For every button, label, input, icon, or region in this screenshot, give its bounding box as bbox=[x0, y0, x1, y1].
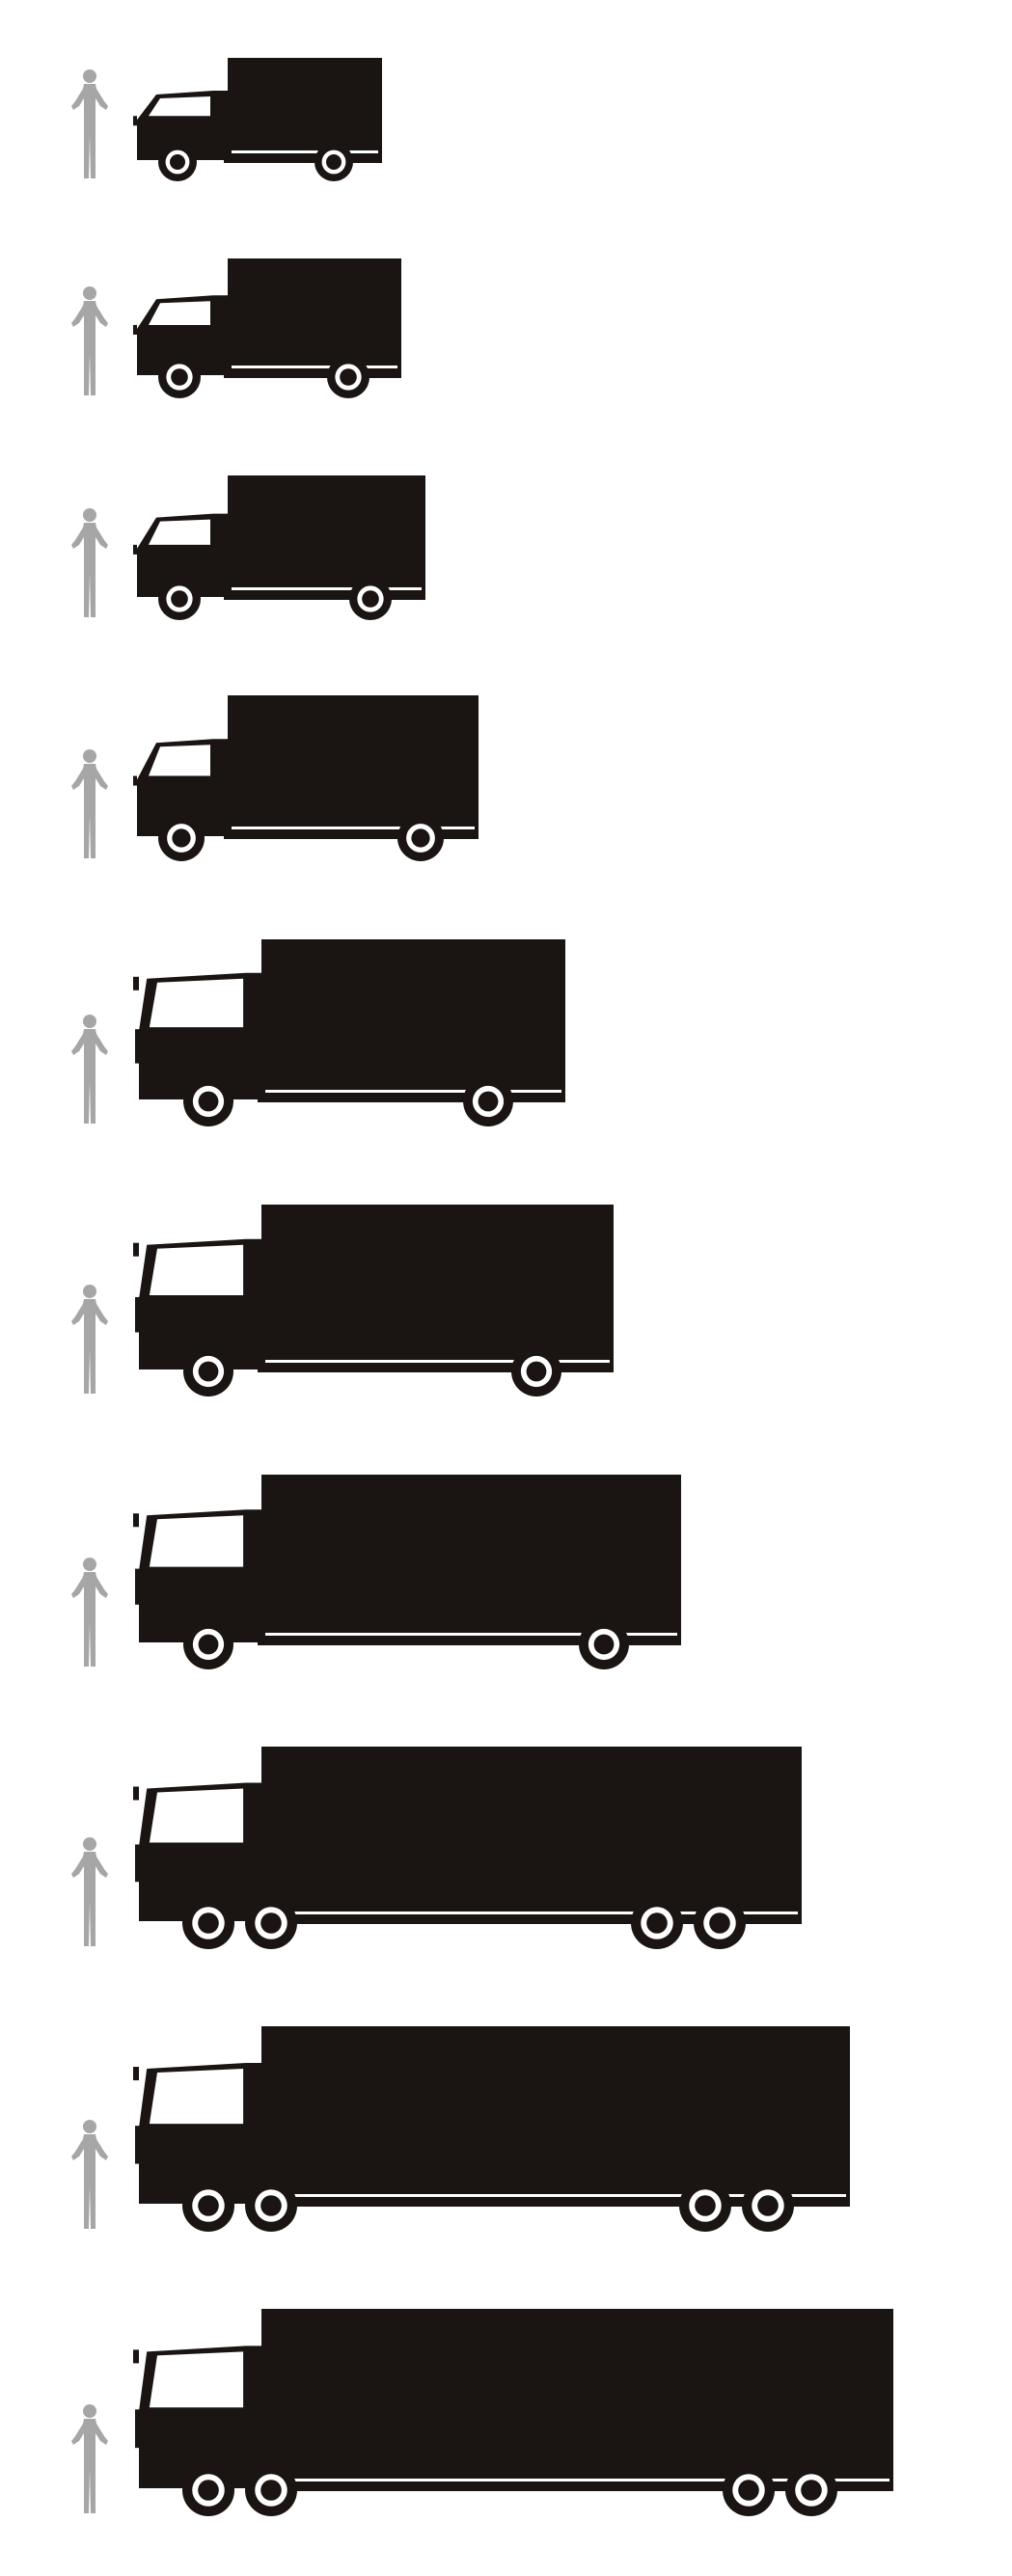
comparison-row bbox=[0, 222, 1012, 400]
person-icon bbox=[68, 1013, 112, 1128]
comparison-row bbox=[0, 19, 1012, 183]
truck-6-icon bbox=[131, 1196, 614, 1398]
comparison-row bbox=[0, 2272, 1012, 2518]
truck-4-icon bbox=[131, 690, 479, 863]
truck-2-icon bbox=[131, 251, 401, 400]
truck-5-icon bbox=[131, 931, 565, 1128]
person-icon bbox=[68, 2118, 112, 2234]
person-icon bbox=[68, 747, 112, 863]
comparison-row bbox=[0, 1990, 1012, 2234]
truck-8-icon bbox=[131, 1739, 802, 1951]
truck-3-icon bbox=[131, 468, 425, 622]
comparison-row bbox=[0, 1437, 1012, 1671]
comparison-row bbox=[0, 661, 1012, 863]
person-icon bbox=[68, 285, 112, 400]
comparison-row bbox=[0, 1710, 1012, 1951]
comparison-row bbox=[0, 1167, 1012, 1398]
comparison-row bbox=[0, 902, 1012, 1128]
truck-7-icon bbox=[131, 1466, 681, 1671]
person-icon bbox=[68, 1283, 112, 1398]
person-icon bbox=[68, 506, 112, 622]
truck-9-icon bbox=[131, 2019, 850, 2234]
truck-comparison-chart bbox=[0, 19, 1012, 2518]
truck-1-icon bbox=[131, 48, 382, 183]
person-icon bbox=[68, 68, 112, 183]
comparison-row bbox=[0, 439, 1012, 622]
person-icon bbox=[68, 1556, 112, 1671]
truck-10-icon bbox=[131, 2301, 893, 2518]
person-icon bbox=[68, 2402, 112, 2518]
person-icon bbox=[68, 1835, 112, 1951]
